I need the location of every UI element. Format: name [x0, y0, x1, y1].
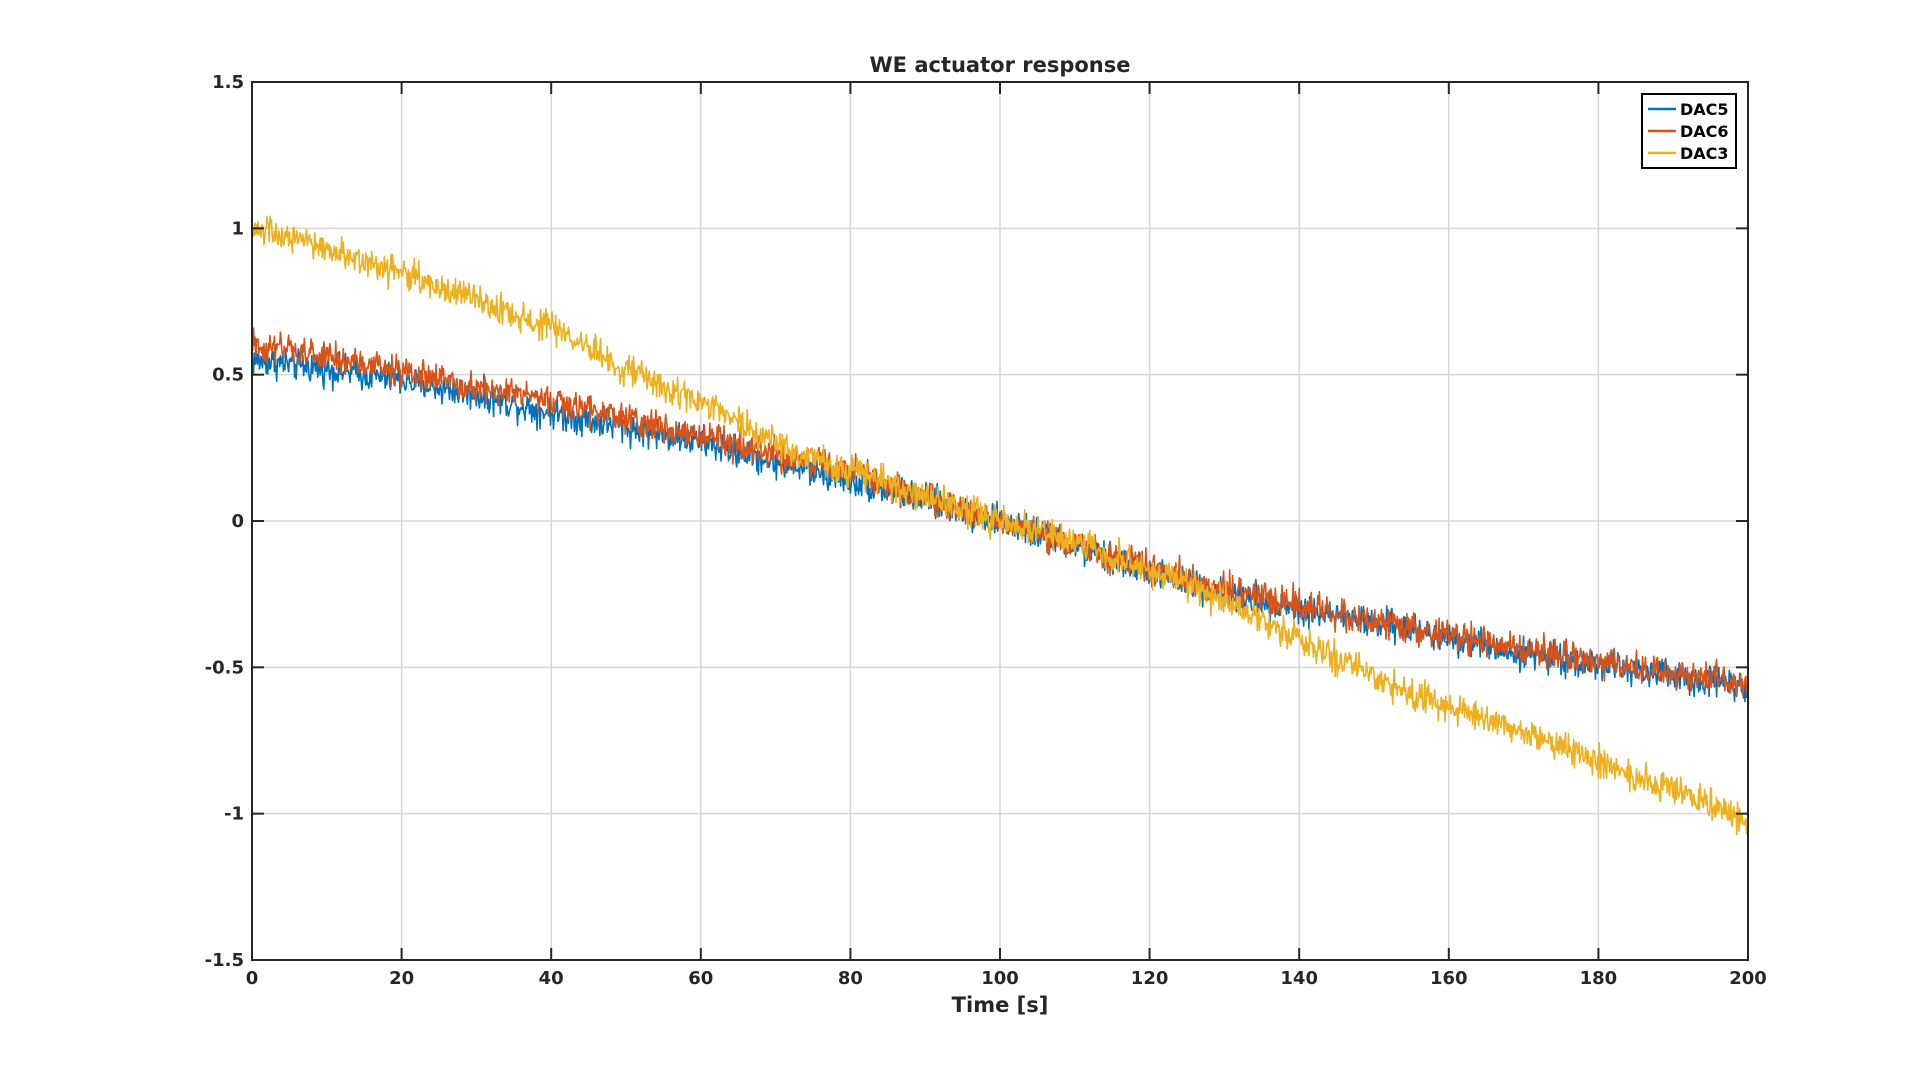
- y-tick-label: 0: [231, 511, 244, 532]
- legend-label-dac3: DAC3: [1680, 144, 1729, 163]
- y-tick-label: 1: [231, 218, 244, 239]
- x-tick-label: 180: [1580, 968, 1618, 989]
- x-tick-label: 20: [389, 968, 414, 989]
- x-tick-label: 160: [1430, 968, 1468, 989]
- x-tick-label: 100: [981, 968, 1019, 989]
- axis-ticks: 0 20 40 60 80 100 120 140 160 180 200 1.5 1 0.5 0 -0.5 -…: [205, 72, 1767, 989]
- x-tick-label: 60: [688, 968, 713, 989]
- x-tick-label: 120: [1131, 968, 1169, 989]
- legend: DAC5 DAC6 DAC3: [1641, 93, 1737, 169]
- chart-title: WE actuator response: [870, 53, 1131, 77]
- legend-label-dac5: DAC5: [1680, 100, 1729, 119]
- y-tick-label: -0.5: [205, 657, 244, 678]
- x-tick-label: 140: [1280, 968, 1318, 989]
- series-line-dac5: [251, 346, 1749, 703]
- y-tick-label: 1.5: [212, 72, 244, 93]
- y-tick-label: -1: [224, 804, 244, 825]
- x-tick-label: 0: [246, 968, 259, 989]
- y-tick-label: 0.5: [212, 365, 244, 386]
- legend-label-dac6: DAC6: [1680, 122, 1729, 141]
- series-group: [251, 215, 1749, 836]
- x-tick-label: 40: [539, 968, 564, 989]
- x-axis-title: Time [s]: [952, 993, 1049, 1017]
- series-line-dac3: [251, 215, 1749, 836]
- y-tick-label: -1.5: [205, 950, 244, 971]
- x-tick-label: 200: [1729, 968, 1767, 989]
- x-tick-label: 80: [838, 968, 863, 989]
